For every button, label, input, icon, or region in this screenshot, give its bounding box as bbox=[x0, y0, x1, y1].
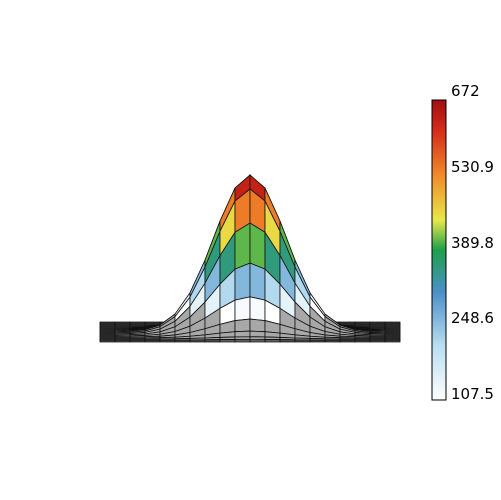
surface-cell bbox=[159, 340, 176, 343]
surface-cell bbox=[189, 340, 206, 343]
surface-mesh bbox=[99, 174, 401, 343]
colorbar-tick-label: 107.5 bbox=[451, 385, 494, 403]
surface-cell bbox=[249, 330, 266, 338]
surface-cell bbox=[234, 262, 251, 301]
surface-cell bbox=[294, 340, 311, 343]
surface-cell bbox=[324, 340, 341, 343]
surface-cell bbox=[264, 340, 281, 343]
surface-cell bbox=[234, 330, 251, 338]
surface-cell bbox=[234, 296, 251, 322]
colorbar-tick-label: 530.9 bbox=[451, 158, 494, 176]
surface-cell bbox=[129, 340, 146, 343]
surface-cell bbox=[234, 318, 251, 333]
surface-cell bbox=[249, 262, 266, 301]
surface-cell bbox=[234, 340, 251, 343]
colorbar-ticks: 672 530.9 389.8 248.6 107.5 bbox=[451, 82, 494, 403]
colorbar-tick-label: 672 bbox=[451, 82, 480, 100]
surface-cell bbox=[369, 340, 386, 343]
surface-cell bbox=[99, 340, 116, 343]
colorbar-bar bbox=[431, 99, 447, 401]
surface-cell bbox=[219, 340, 236, 343]
surface-cell bbox=[204, 340, 221, 343]
colorbar-tick-label: 389.8 bbox=[451, 234, 494, 252]
surface-cell bbox=[309, 340, 326, 343]
surface-cell bbox=[219, 331, 236, 338]
surface-cell bbox=[354, 340, 371, 343]
surface-cell bbox=[384, 340, 401, 343]
surface-cell bbox=[144, 340, 161, 343]
surface-cell bbox=[174, 340, 191, 343]
surface-cell bbox=[114, 340, 131, 343]
colorbar-tick-label: 248.6 bbox=[451, 309, 494, 327]
surface-cell bbox=[249, 318, 266, 333]
surface-cell bbox=[339, 340, 356, 343]
surface-cell bbox=[279, 340, 296, 343]
surface-cell bbox=[249, 340, 266, 343]
colorbar bbox=[431, 99, 447, 401]
surface-cell bbox=[264, 331, 281, 338]
surface-cell bbox=[249, 296, 266, 322]
